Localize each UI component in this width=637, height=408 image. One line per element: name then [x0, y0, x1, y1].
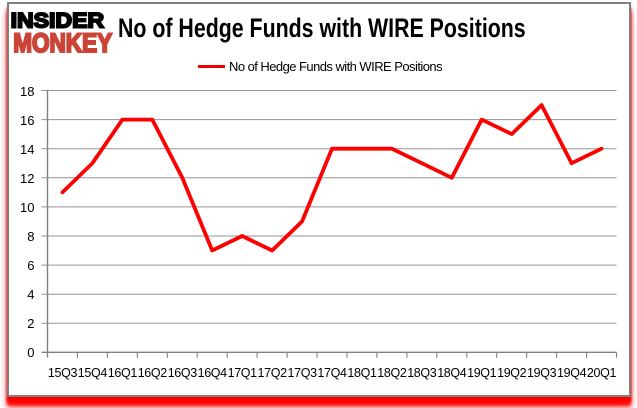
- svg-text:MONKEY: MONKEY: [13, 28, 112, 58]
- svg-text:INSIDER: INSIDER: [11, 7, 105, 32]
